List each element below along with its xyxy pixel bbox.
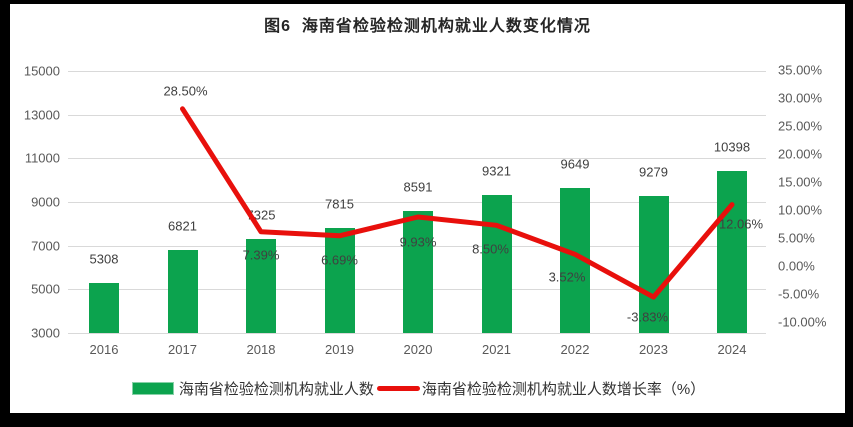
x-axis-tick: 2020 [403, 342, 433, 357]
right-axis-tick: 15.00% [778, 174, 823, 190]
right-axis-tick: 0.00% [778, 258, 815, 274]
chart-frame: 图6 海南省检验检测机构就业人数变化情况 15000 13000 11000 9000… [10, 4, 845, 413]
left-axis-tick: 9000 [31, 194, 60, 210]
x-axis-tick: 2019 [325, 342, 354, 357]
line-point-label: 8.50% [472, 241, 509, 257]
legend: 海南省检验检测机构就业人数 海南省检验检测机构就业人数增长率（%） [10, 378, 827, 398]
chart-title: 图6 海南省检验检测机构就业人数变化情况 [264, 18, 591, 35]
line-point-label: 9.93% [399, 234, 437, 250]
right-axis-tick: 25.00% [778, 118, 823, 134]
right-axis-tick: 20.00% [778, 146, 823, 162]
right-axis-tick: 30.00% [778, 90, 823, 106]
left-axis-tick: 3000 [31, 325, 60, 341]
x-axis-tick: 2024 [717, 342, 747, 357]
data-label-layer: 28.50% 7.39% 6.69% 9.93% 8.50% 3.52% -3.83% 12.… [10, 4, 845, 413]
left-axis-tick: 7000 [31, 238, 60, 254]
left-axis-tick: 11000 [24, 150, 60, 166]
gridline [68, 333, 766, 334]
left-axis-tick: 13000 [23, 107, 60, 123]
x-axis-tick: 2018 [246, 342, 276, 357]
x-axis-tick: 2023 [639, 342, 668, 357]
line-point-label: 7.39% [242, 247, 280, 263]
right-axis-tick: -5.00% [778, 286, 820, 302]
right-axis-tick: 10.00% [778, 202, 823, 218]
line-point-label: 3.52% [548, 269, 586, 285]
legend-line-swatch [376, 385, 420, 391]
line-point-label: 28.50% [163, 83, 208, 99]
right-axis-tick: 5.00% [778, 230, 815, 246]
line-point-label: 12.06% [718, 216, 764, 232]
legend-line-label: 海南省检验检测机构就业人数增长率（%） [421, 380, 706, 398]
right-axis-tick: 35.00% [778, 62, 823, 78]
legend-bar-swatch [131, 381, 174, 395]
line-point-label: 6.69% [321, 252, 358, 268]
right-axis-tick: -10.00% [778, 314, 827, 330]
legend-bar-label: 海南省检验检测机构就业人数 [178, 380, 374, 398]
x-axis-tick: 2022 [560, 342, 590, 357]
line-point-label: -3.83% [626, 309, 669, 325]
x-axis-tick: 2021 [482, 342, 511, 357]
bar-value-label: 5308 [89, 251, 119, 267]
left-axis-tick: 5000 [31, 281, 60, 297]
bar [89, 282, 119, 333]
x-axis-tick: 2017 [168, 342, 197, 357]
left-axis-tick: 15000 [23, 63, 60, 79]
gridline [68, 71, 766, 72]
x-axis-tick: 2016 [89, 342, 119, 357]
